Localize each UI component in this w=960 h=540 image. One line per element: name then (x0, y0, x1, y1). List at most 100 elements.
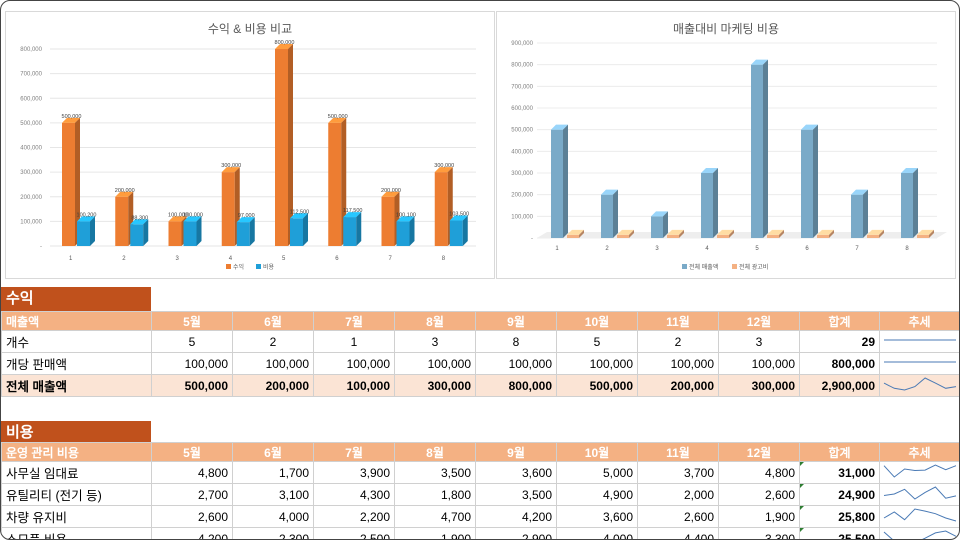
cell-value[interactable]: 4,700 (394, 505, 476, 528)
month-header[interactable]: 8월 (394, 311, 476, 331)
cell-value[interactable]: 4,200 (475, 505, 557, 528)
cell-value[interactable]: 2,600 (718, 483, 800, 506)
cell-value[interactable]: 5 (556, 330, 638, 353)
total-header[interactable]: 합계 (799, 311, 880, 331)
month-header[interactable]: 9월 (475, 311, 557, 331)
row-label[interactable]: 소모품 비용 (1, 527, 152, 539)
cell-value[interactable]: 2,000 (637, 483, 719, 506)
cell-value[interactable]: 3,100 (232, 483, 314, 506)
cell-value[interactable]: 2,900 (475, 527, 557, 539)
cell-value[interactable]: 3 (394, 330, 476, 353)
cell-value[interactable]: 100,000 (637, 352, 719, 375)
revenue-cost-chart[interactable]: 수익 & 비용 비교 - 100,000 200,000 300,000 400,000… (5, 11, 495, 279)
cell-value[interactable]: 300,000 (394, 374, 476, 397)
trend-header[interactable]: 추세 (879, 442, 959, 462)
cell-value[interactable]: 200,000 (637, 374, 719, 397)
total-header[interactable]: 합계 (799, 442, 880, 462)
cell-value[interactable]: 100,000 (556, 352, 638, 375)
month-header[interactable]: 12월 (718, 311, 800, 331)
cell-value[interactable]: 100,000 (313, 374, 395, 397)
month-header[interactable]: 10월 (556, 311, 638, 331)
cell-value[interactable]: 100,000 (232, 352, 314, 375)
cell-value[interactable]: 2,500 (313, 527, 395, 539)
cell-value[interactable]: 4,800 (718, 461, 800, 484)
trend-header[interactable]: 추세 (879, 311, 959, 331)
cell-value[interactable]: 3 (718, 330, 800, 353)
cell-value[interactable]: 3,900 (313, 461, 395, 484)
month-header[interactable]: 7월 (313, 311, 395, 331)
month-header[interactable]: 6월 (232, 442, 314, 462)
trend-cell[interactable] (879, 527, 959, 539)
row-total[interactable]: 25,500 (799, 527, 880, 539)
y-tick-label: 300,000 (511, 171, 533, 177)
cell-value[interactable]: 3,700 (637, 461, 719, 484)
row-total[interactable]: 2,900,000 (799, 374, 880, 397)
cell-value[interactable]: 200,000 (232, 374, 314, 397)
cell-value[interactable]: 1,900 (718, 505, 800, 528)
cell-value[interactable]: 2,200 (313, 505, 395, 528)
cell-value[interactable]: 3,500 (475, 483, 557, 506)
cell-value[interactable]: 4,400 (637, 527, 719, 539)
row-total[interactable]: 31,000 (799, 461, 880, 484)
cell-value[interactable]: 4,000 (556, 527, 638, 539)
month-header[interactable]: 5월 (151, 442, 233, 462)
month-header[interactable]: 6월 (232, 311, 314, 331)
cell-value[interactable]: 2,300 (232, 527, 314, 539)
row-label[interactable]: 개수 (1, 330, 152, 353)
month-header[interactable]: 12월 (718, 442, 800, 462)
trend-cell[interactable] (879, 461, 959, 484)
trend-cell[interactable] (879, 330, 959, 353)
cell-value[interactable]: 100,000 (313, 352, 395, 375)
month-header[interactable]: 11월 (637, 442, 719, 462)
row-total[interactable]: 25,800 (799, 505, 880, 528)
row-label[interactable]: 전체 매출액 (1, 374, 152, 397)
month-header[interactable]: 5월 (151, 311, 233, 331)
month-header[interactable]: 8월 (394, 442, 476, 462)
month-header[interactable]: 9월 (475, 442, 557, 462)
cell-value[interactable]: 3,600 (475, 461, 557, 484)
row-label[interactable]: 개당 판매액 (1, 352, 152, 375)
cell-value[interactable]: 2,700 (151, 483, 233, 506)
cell-value[interactable]: 4,300 (313, 483, 395, 506)
cell-value[interactable]: 4,000 (232, 505, 314, 528)
cell-value[interactable]: 4,800 (151, 461, 233, 484)
trend-cell[interactable] (879, 483, 959, 506)
row-total[interactable]: 24,900 (799, 483, 880, 506)
cell-value[interactable]: 1,800 (394, 483, 476, 506)
trend-cell[interactable] (879, 505, 959, 528)
cell-value[interactable]: 2 (637, 330, 719, 353)
cell-value[interactable]: 3,300 (718, 527, 800, 539)
trend-cell[interactable] (879, 374, 959, 397)
cell-value[interactable]: 5,000 (556, 461, 638, 484)
cell-value[interactable]: 100,000 (151, 352, 233, 375)
cell-value[interactable]: 2 (232, 330, 314, 353)
cell-value[interactable]: 1,700 (232, 461, 314, 484)
cell-value[interactable]: 100,000 (718, 352, 800, 375)
cell-value[interactable]: 3,600 (556, 505, 638, 528)
cell-value[interactable]: 500,000 (151, 374, 233, 397)
row-label[interactable]: 사무실 임대료 (1, 461, 152, 484)
month-header[interactable]: 7월 (313, 442, 395, 462)
row-label[interactable]: 유틸리티 (전기 등) (1, 483, 152, 506)
month-header[interactable]: 11월 (637, 311, 719, 331)
sales-marketing-chart[interactable]: 매출대비 마케팅 비용 - 100,000 200,000 300,000 400,00… (496, 11, 956, 279)
cell-value[interactable]: 100,000 (475, 352, 557, 375)
trend-cell[interactable] (879, 352, 959, 375)
cell-value[interactable]: 2,600 (637, 505, 719, 528)
cell-value[interactable]: 500,000 (556, 374, 638, 397)
cell-value[interactable]: 300,000 (718, 374, 800, 397)
cell-value[interactable]: 100,000 (394, 352, 476, 375)
month-header[interactable]: 10월 (556, 442, 638, 462)
row-total[interactable]: 29 (799, 330, 880, 353)
row-label[interactable]: 차량 유지비 (1, 505, 152, 528)
cell-value[interactable]: 4,200 (151, 527, 233, 539)
cell-value[interactable]: 5 (151, 330, 233, 353)
cell-value[interactable]: 1,900 (394, 527, 476, 539)
row-total[interactable]: 800,000 (799, 352, 880, 375)
cell-value[interactable]: 4,900 (556, 483, 638, 506)
cell-value[interactable]: 2,600 (151, 505, 233, 528)
cell-value[interactable]: 1 (313, 330, 395, 353)
cell-value[interactable]: 8 (475, 330, 557, 353)
cell-value[interactable]: 800,000 (475, 374, 557, 397)
cell-value[interactable]: 3,500 (394, 461, 476, 484)
